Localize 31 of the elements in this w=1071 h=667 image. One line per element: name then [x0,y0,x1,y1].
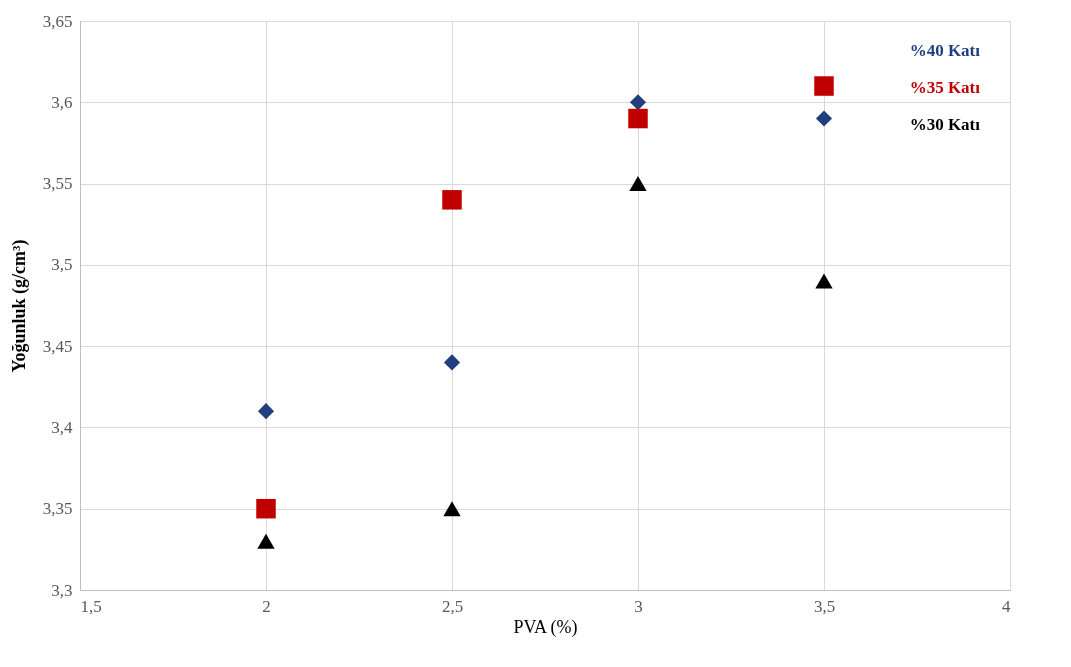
x-tick-label: 1,5 [80,596,102,616]
x-tick-label: 2 [262,596,271,616]
point [442,190,462,210]
point [256,498,276,519]
y-tick-label: 3,65 [42,11,73,31]
text: %40 Katı [909,41,981,60]
y-tick-label: 3,55 [42,174,73,194]
x-tick-label: 3,5 [813,596,836,616]
point [814,76,834,96]
point [629,94,647,111]
y-tick-label: 3,3 [51,580,73,600]
point [443,501,461,517]
y-axis-title: Yoğunluk (g/cm³) [8,239,30,373]
point [257,533,275,549]
x-tick-label: 4 [1002,596,1011,616]
y-tick-label: 3,35 [42,499,73,519]
text: %30 Katı [909,115,981,134]
y-tick-label: 3,5 [51,255,73,275]
y-tick-label: 3,4 [51,417,73,437]
point [815,110,833,127]
point [443,354,461,371]
point [257,403,275,420]
x-axis-title: PVA (%) [513,616,578,638]
point [815,273,833,289]
x-tick-label: 3 [634,596,643,616]
point [628,108,648,129]
text: %35 Katı [909,78,981,97]
y-tick-label: 3,45 [42,336,73,356]
y-tick-label: 3,6 [51,92,73,112]
point [629,176,647,192]
x-tick-label: 2,5 [441,596,464,616]
